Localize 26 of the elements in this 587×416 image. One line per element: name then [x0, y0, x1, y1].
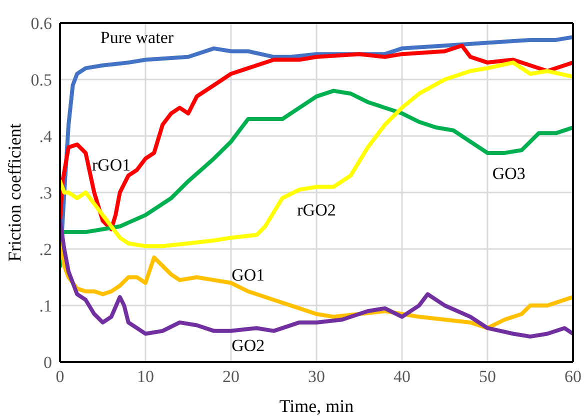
series-label: GO1 [232, 265, 265, 284]
x-tick-label: 10 [137, 367, 154, 386]
line-series [60, 218, 573, 339]
series-label: GO2 [232, 336, 265, 356]
x-axis-title: Time, min [279, 396, 354, 416]
x-tick-label: 40 [394, 367, 410, 386]
y-tick-label: .2 [39, 240, 52, 260]
x-tick-label: 0 [56, 367, 64, 386]
x-tick-label: 20 [222, 367, 240, 386]
series-label: rGO2 [297, 200, 336, 220]
y-tick-label: .3 [39, 184, 52, 203]
line-series [60, 60, 573, 248]
y-tick-label: .4 [39, 127, 52, 146]
line-series [60, 44, 573, 232]
y-axis-title: Friction coefficient [4, 123, 24, 262]
y-tick-label: 0.6 [30, 14, 52, 34]
series-label: rGO1 [92, 155, 131, 174]
line-series [60, 88, 573, 268]
x-tick-label: 60 [564, 367, 582, 386]
x-tick-label: 30 [308, 367, 325, 386]
series-label: GO3 [492, 164, 526, 183]
x-tick-label: 50 [479, 367, 496, 386]
y-tick-label: 0.5 [30, 70, 52, 90]
series-label: Pure water [100, 28, 174, 48]
y-tick-label: .1 [39, 296, 52, 316]
y-tick-label: 0 [44, 353, 52, 372]
